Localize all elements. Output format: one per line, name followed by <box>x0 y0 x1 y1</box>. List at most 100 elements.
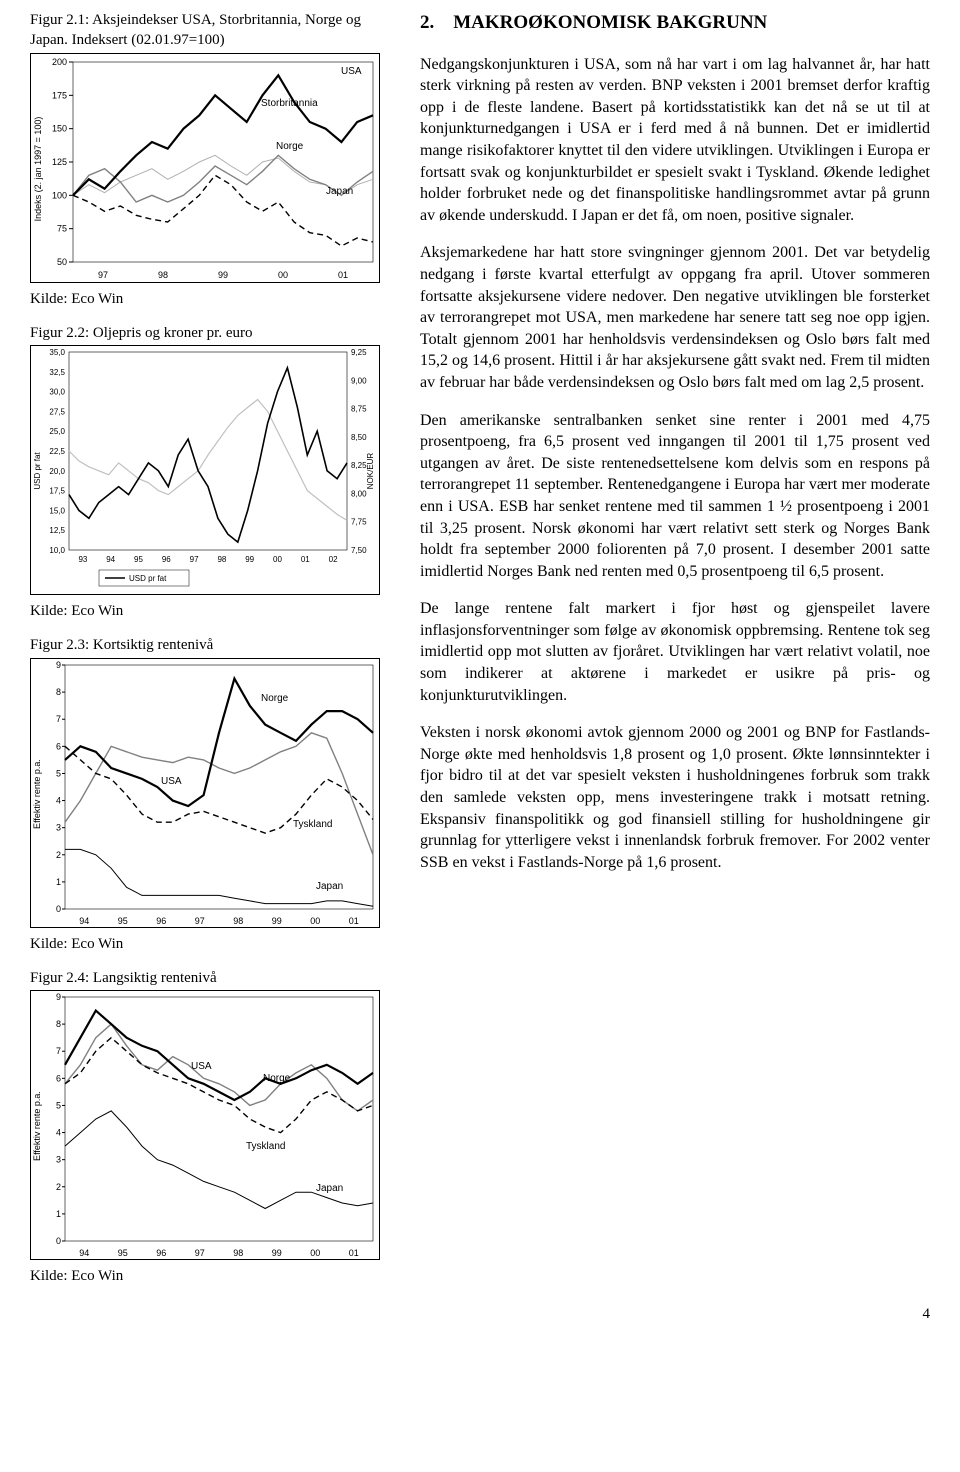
svg-text:12,5: 12,5 <box>49 526 65 535</box>
svg-text:Japan: Japan <box>316 1183 343 1194</box>
svg-text:0: 0 <box>56 1236 61 1246</box>
svg-text:9: 9 <box>56 992 61 1002</box>
svg-text:Storbritannia: Storbritannia <box>261 98 318 109</box>
svg-text:97: 97 <box>195 1248 205 1258</box>
svg-text:7: 7 <box>56 714 61 724</box>
page-number: 4 <box>30 1304 930 1324</box>
fig22-chart: 10,012,515,017,520,022,525,027,530,032,5… <box>30 345 380 595</box>
svg-text:99: 99 <box>272 1248 282 1258</box>
svg-text:96: 96 <box>156 916 166 926</box>
svg-text:00: 00 <box>273 555 282 564</box>
svg-text:22,5: 22,5 <box>49 447 65 456</box>
fig24-source: Kilde: Eco Win <box>30 1266 400 1286</box>
svg-text:8: 8 <box>56 687 61 697</box>
svg-text:30,0: 30,0 <box>49 388 65 397</box>
svg-text:9,25: 9,25 <box>351 348 367 357</box>
svg-text:Tyskland: Tyskland <box>293 819 332 830</box>
body-paragraph: De lange rentene falt markert i fjor høs… <box>420 598 930 706</box>
svg-text:93: 93 <box>78 555 87 564</box>
svg-text:USA: USA <box>341 66 362 77</box>
svg-text:98: 98 <box>233 1248 243 1258</box>
svg-text:5: 5 <box>56 768 61 778</box>
svg-text:Effektiv rente p.a.: Effektiv rente p.a. <box>32 1091 42 1161</box>
svg-text:96: 96 <box>162 555 171 564</box>
svg-text:98: 98 <box>217 555 226 564</box>
svg-text:Norge: Norge <box>261 693 289 704</box>
svg-text:Japan: Japan <box>326 186 353 197</box>
svg-text:Japan: Japan <box>316 881 343 892</box>
svg-text:35,0: 35,0 <box>49 348 65 357</box>
svg-text:97: 97 <box>195 916 205 926</box>
svg-text:5: 5 <box>56 1100 61 1110</box>
svg-text:8,25: 8,25 <box>351 461 367 470</box>
svg-text:01: 01 <box>349 916 359 926</box>
fig24-title: Figur 2.4: Langsiktig rentenivå <box>30 968 400 988</box>
svg-text:01: 01 <box>349 1248 359 1258</box>
svg-text:7,75: 7,75 <box>351 518 367 527</box>
svg-text:NOK/EUR: NOK/EUR <box>366 453 375 490</box>
svg-text:98: 98 <box>158 270 168 280</box>
svg-text:Indeks (2. jan 1997 = 100): Indeks (2. jan 1997 = 100) <box>33 116 43 221</box>
svg-text:75: 75 <box>57 223 67 233</box>
svg-text:USA: USA <box>161 776 182 787</box>
svg-text:94: 94 <box>79 1248 89 1258</box>
fig23-chart: 01234567899495969798990001Effektiv rente… <box>30 658 380 928</box>
fig23-source: Kilde: Eco Win <box>30 934 400 954</box>
svg-text:125: 125 <box>52 157 67 167</box>
svg-text:50: 50 <box>57 257 67 267</box>
svg-text:USD pr fat: USD pr fat <box>129 574 167 583</box>
body-paragraph: Aksjemarkedene har hatt store svingninge… <box>420 242 930 393</box>
svg-text:32,5: 32,5 <box>49 368 65 377</box>
svg-text:4: 4 <box>56 795 61 805</box>
fig23-title: Figur 2.3: Kortsiktig rentenivå <box>30 635 400 655</box>
svg-text:USD pr fat: USD pr fat <box>33 452 42 490</box>
svg-text:3: 3 <box>56 1155 61 1165</box>
svg-text:17,5: 17,5 <box>49 487 65 496</box>
svg-text:1: 1 <box>56 876 61 886</box>
svg-text:01: 01 <box>301 555 310 564</box>
svg-text:Effektiv rente p.a.: Effektiv rente p.a. <box>32 759 42 829</box>
section-heading: 2. MAKROØKONOMISK BAKGRUNN <box>420 10 930 36</box>
section-title-text: MAKROØKONOMISK BAKGRUNN <box>453 12 767 33</box>
fig22-source: Kilde: Eco Win <box>30 601 400 621</box>
fig21-source: Kilde: Eco Win <box>30 289 400 309</box>
svg-text:6: 6 <box>56 1073 61 1083</box>
svg-text:9,00: 9,00 <box>351 376 367 385</box>
svg-text:7,50: 7,50 <box>351 546 367 555</box>
section-number: 2. <box>420 12 434 33</box>
svg-text:6: 6 <box>56 741 61 751</box>
svg-text:150: 150 <box>52 123 67 133</box>
svg-text:99: 99 <box>245 555 254 564</box>
svg-text:100: 100 <box>52 190 67 200</box>
svg-text:94: 94 <box>79 916 89 926</box>
svg-text:96: 96 <box>156 1248 166 1258</box>
svg-text:7: 7 <box>56 1046 61 1056</box>
svg-text:02: 02 <box>329 555 338 564</box>
fig21-chart: 50751001251501752009798990001Indeks (2. … <box>30 53 380 283</box>
svg-text:95: 95 <box>118 1248 128 1258</box>
svg-text:8,00: 8,00 <box>351 489 367 498</box>
svg-text:175: 175 <box>52 90 67 100</box>
fig22-title: Figur 2.2: Oljepris og kroner pr. euro <box>30 323 400 343</box>
svg-text:94: 94 <box>106 555 115 564</box>
svg-text:Tyskland: Tyskland <box>246 1141 285 1152</box>
svg-text:Norge: Norge <box>263 1073 291 1084</box>
svg-text:3: 3 <box>56 822 61 832</box>
svg-text:15,0: 15,0 <box>49 506 65 515</box>
svg-text:99: 99 <box>218 270 228 280</box>
svg-text:25,0: 25,0 <box>49 427 65 436</box>
svg-text:1: 1 <box>56 1209 61 1219</box>
svg-text:20,0: 20,0 <box>49 467 65 476</box>
svg-text:97: 97 <box>98 270 108 280</box>
svg-text:00: 00 <box>310 916 320 926</box>
svg-text:97: 97 <box>190 555 199 564</box>
svg-text:8,75: 8,75 <box>351 405 367 414</box>
svg-text:USA: USA <box>191 1061 212 1072</box>
fig21-title: Figur 2.1: Aksjeindekser USA, Storbritan… <box>30 10 400 51</box>
svg-text:2: 2 <box>56 849 61 859</box>
svg-text:00: 00 <box>310 1248 320 1258</box>
body-paragraph: Den amerikanske sentralbanken senket sin… <box>420 410 930 583</box>
svg-text:95: 95 <box>118 916 128 926</box>
svg-text:01: 01 <box>338 270 348 280</box>
svg-text:10,0: 10,0 <box>49 546 65 555</box>
